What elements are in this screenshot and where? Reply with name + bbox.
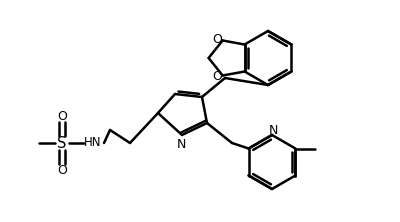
Text: N: N	[268, 123, 278, 137]
Text: O: O	[213, 33, 222, 46]
Text: O: O	[57, 163, 67, 176]
Text: O: O	[57, 109, 67, 123]
Text: HN: HN	[84, 137, 102, 149]
Text: N: N	[176, 137, 186, 151]
Text: S: S	[57, 135, 67, 151]
Text: O: O	[213, 70, 222, 83]
